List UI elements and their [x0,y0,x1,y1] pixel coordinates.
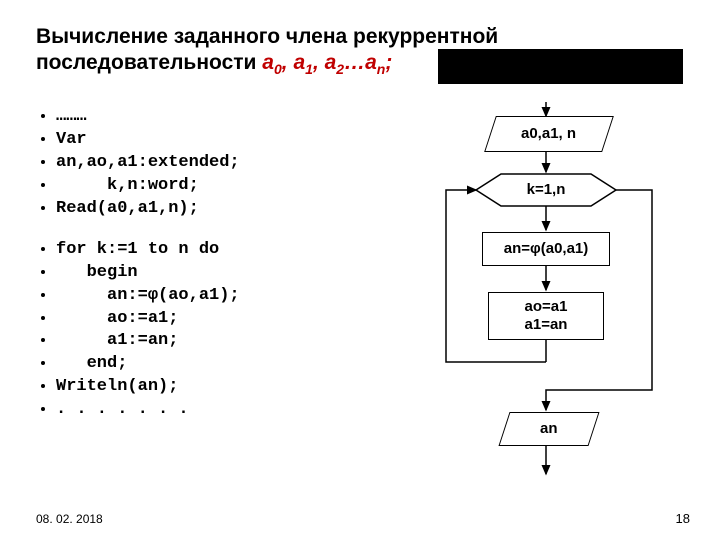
code-line: for k:=1 to n do [56,239,376,262]
code-list-1: ……… Var an,ao,a1:extended; k,n:word; Rea… [36,106,376,422]
flow-process-1-label: an=φ(a0,a1) [504,240,589,258]
flow-io-input: a0,a1, n [484,116,614,152]
title-line1: Вычисление заданного члена рекуррентной [36,25,498,48]
footer-date: 08. 02. 2018 [36,512,103,526]
code-line: ao:=a1; [56,308,376,331]
flow-io-input-label: a0,a1, n [521,125,576,143]
footer-page-number: 18 [676,511,690,526]
flow-process-1: an=φ(a0,a1) [482,232,610,266]
code-gap [56,221,376,239]
code-line: k,n:word; [56,175,376,198]
content-area: ……… Var an,ao,a1:extended; k,n:word; Rea… [36,106,684,504]
title-line2-prefix: последовательности [36,51,262,74]
code-column: ……… Var an,ao,a1:extended; k,n:word; Rea… [36,106,376,422]
code-line: ……… [56,106,376,129]
slide: Вычисление заданного члена рекуррентной … [0,0,720,540]
code-line: an,ao,a1:extended; [56,152,376,175]
flow-process-2: ao=a1 a1=an [488,292,604,340]
code-line: Var [56,129,376,152]
code-line: an:=φ(ao,a1); [56,285,376,308]
redaction-box [438,49,683,84]
flowchart: a0,a1, n k=1,n an=φ(a0,a1) ao=a1 a1=an a… [406,102,686,492]
code-line: Read(a0,a1,n); [56,198,376,221]
flow-io-output: an [498,412,599,446]
flow-process-2-label: ao=a1 a1=an [525,298,568,334]
code-line: a1:=an; [56,330,376,353]
code-line: Writeln(an); [56,376,376,399]
title-sequence: a0, a1, a2…an; [262,51,392,74]
flow-io-output-label: an [540,420,558,438]
flow-loop-label: k=1,n [516,181,576,198]
code-line: end; [56,353,376,376]
code-line: . . . . . . . [56,399,376,422]
code-line: begin [56,262,376,285]
